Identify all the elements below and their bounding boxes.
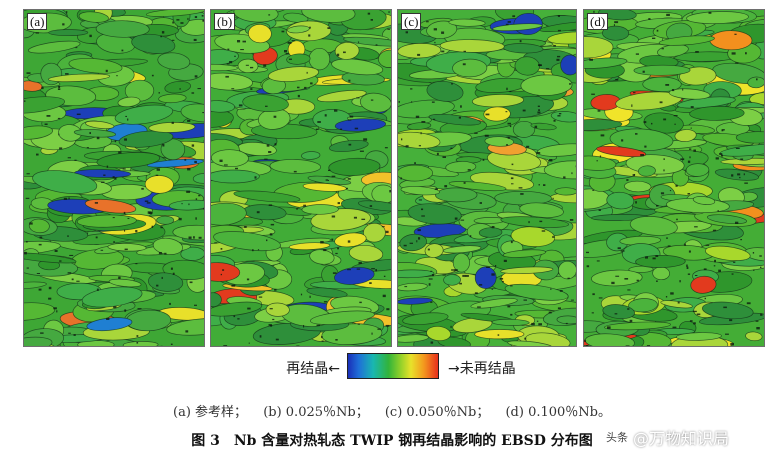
- subcaption-d: (d) 0.100％Nb。: [505, 405, 611, 420]
- figure-title-text: Nb 含量对热轧态 TWIP 钢再结晶影响的 EBSD 分布图: [233, 433, 593, 449]
- panel-label-a: (a): [27, 13, 48, 30]
- watermark-text: @万物知识局: [633, 429, 730, 448]
- legend-unrecrystallized-label: →未再结晶: [448, 361, 516, 377]
- ebsd-panel-c: (c): [397, 9, 577, 347]
- ebsd-map-a: [24, 10, 204, 346]
- subfigure-captions: (a) 参考样； (b) 0.025％Nb； (c) 0.050％Nb； (d)…: [0, 401, 784, 420]
- figure-caption: 图 3 Nb 含量对热轧态 TWIP 钢再结晶影响的 EBSD 分布图: [0, 430, 784, 450]
- subcaption-a: (a) 参考样；: [173, 405, 248, 420]
- panel-label-c: (c): [401, 13, 422, 30]
- color-legend: 再结晶← →未再结晶: [0, 352, 784, 382]
- subcaption-c: (c) 0.050％Nb；: [384, 405, 490, 420]
- ebsd-map-d: [584, 10, 764, 346]
- ebsd-panel-d: (d): [583, 9, 765, 347]
- subcaption-b: (b) 0.025％Nb；: [263, 405, 369, 420]
- figure-number: 图 3: [191, 433, 220, 449]
- ebsd-panel-a: (a): [23, 9, 205, 347]
- legend-color-bar: [347, 353, 439, 379]
- ebsd-map-b: [211, 10, 391, 346]
- watermark-logo-icon: 头条: [606, 427, 628, 447]
- watermark: 头条 @万物知识局: [606, 424, 730, 450]
- ebsd-map-c: [398, 10, 576, 346]
- panel-label-b: (b): [214, 13, 236, 30]
- ebsd-panel-b: (b): [210, 9, 392, 347]
- panel-label-d: (d): [587, 13, 609, 30]
- legend-recrystallized-label: 再结晶←: [286, 361, 340, 377]
